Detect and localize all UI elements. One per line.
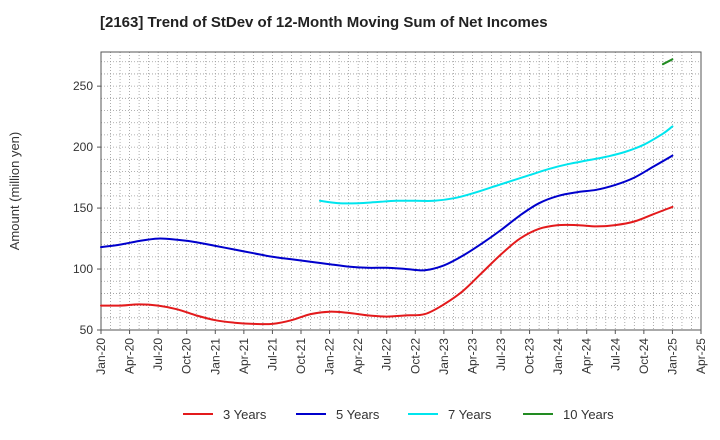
x-tick-label: Apr-22 bbox=[351, 338, 365, 374]
y-tick-label: 100 bbox=[73, 262, 93, 276]
y-tick-label: 150 bbox=[73, 201, 93, 215]
x-tick-label: Jan-23 bbox=[437, 338, 451, 375]
y-axis-label: Amount (million yen) bbox=[7, 132, 22, 251]
series-line-5-years bbox=[100, 154, 674, 272]
x-tick-label: Jul-20 bbox=[151, 338, 165, 371]
chart-title: [2163] Trend of StDev of 12-Month Moving… bbox=[100, 14, 548, 31]
x-tick-label: Jul-21 bbox=[265, 338, 279, 371]
x-tick-label: Apr-23 bbox=[465, 338, 479, 374]
x-tick-label: Oct-20 bbox=[180, 338, 194, 374]
x-tick-label: Jan-25 bbox=[665, 338, 679, 375]
legend-label: 7 Years bbox=[448, 407, 492, 422]
x-tick-label: Jul-24 bbox=[608, 338, 622, 371]
legend-label: 10 Years bbox=[563, 407, 614, 422]
y-tick-label: 200 bbox=[73, 140, 93, 154]
plot-area bbox=[101, 52, 701, 330]
x-tick-label: Jan-22 bbox=[323, 338, 337, 375]
y-tick-label: 50 bbox=[80, 323, 94, 337]
x-tick-label: Apr-24 bbox=[580, 338, 594, 374]
x-tick-label: Oct-24 bbox=[637, 338, 651, 374]
x-tick-label: Apr-25 bbox=[694, 338, 708, 374]
legend-label: 3 Years bbox=[223, 407, 267, 422]
x-tick-label: Jul-23 bbox=[494, 338, 508, 371]
x-tick-label: Oct-23 bbox=[523, 338, 537, 374]
x-tick-label: Jul-22 bbox=[380, 338, 394, 371]
y-tick-label: 250 bbox=[73, 79, 93, 93]
series-line-3-years bbox=[100, 205, 674, 326]
x-tick-label: Jan-24 bbox=[551, 338, 565, 375]
x-tick-label: Apr-21 bbox=[237, 338, 251, 374]
x-tick-label: Jan-21 bbox=[208, 338, 222, 375]
x-tick-label: Oct-21 bbox=[294, 338, 308, 374]
x-tick-label: Oct-22 bbox=[408, 338, 422, 374]
x-tick-label: Jan-20 bbox=[94, 338, 108, 375]
series-line-7-years bbox=[319, 125, 674, 205]
legend-label: 5 Years bbox=[336, 407, 380, 422]
series-line-10-years bbox=[661, 58, 674, 66]
x-tick-label: Apr-20 bbox=[123, 338, 137, 374]
plot-frame bbox=[100, 51, 702, 331]
